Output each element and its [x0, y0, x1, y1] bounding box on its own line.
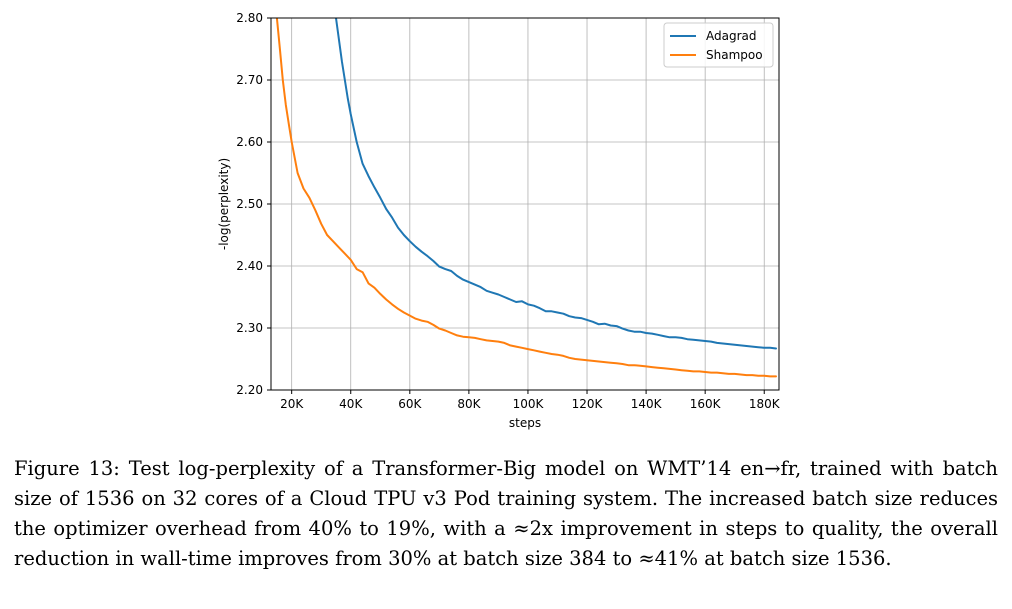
series-line-adagrad [335, 18, 777, 350]
series-line-shampoo [275, 18, 777, 378]
x-tick-label: 180K [749, 397, 781, 411]
x-tick-label: 100K [513, 397, 545, 411]
x-tick-label: 80K [457, 397, 481, 411]
legend-label-adagrad: Adagrad [706, 29, 757, 43]
legend: Adagrad Shampoo [663, 22, 774, 68]
x-tick-label: 40K [339, 397, 363, 411]
legend-label-shampoo: Shampoo [706, 48, 763, 62]
y-tick-label: 2.30 [236, 321, 263, 335]
y-tick-label: 2.40 [236, 259, 263, 273]
plot-lines [275, 18, 777, 378]
y-tick-label: 2.60 [236, 135, 263, 149]
y-tick-label: 2.70 [236, 73, 263, 87]
x-axis-label: steps [509, 416, 541, 430]
y-tick-label: 2.20 [236, 383, 263, 397]
x-tick-label: 140K [631, 397, 663, 411]
x-tick-label: 20K [280, 397, 304, 411]
x-tick-label: 120K [572, 397, 604, 411]
axis-ticks: 20K 40K 60K 80K 100K 120K 140K 160K 180K 2.20 2.30… [236, 11, 780, 411]
x-tick-label: 160K [690, 397, 722, 411]
grid [271, 17, 779, 391]
y-tick-label: 2.80 [236, 11, 263, 25]
y-tick-label: 2.50 [236, 197, 263, 211]
y-axis-label: -log(perplexity) [217, 158, 231, 250]
line-chart: 20K 40K 60K 80K 100K 120K 140K 160K 180K 2.20 2.30… [217, 11, 781, 430]
x-tick-label: 60K [398, 397, 422, 411]
figure-caption: Figure 13: Test log-perplexity of a Tran… [14, 457, 998, 570]
